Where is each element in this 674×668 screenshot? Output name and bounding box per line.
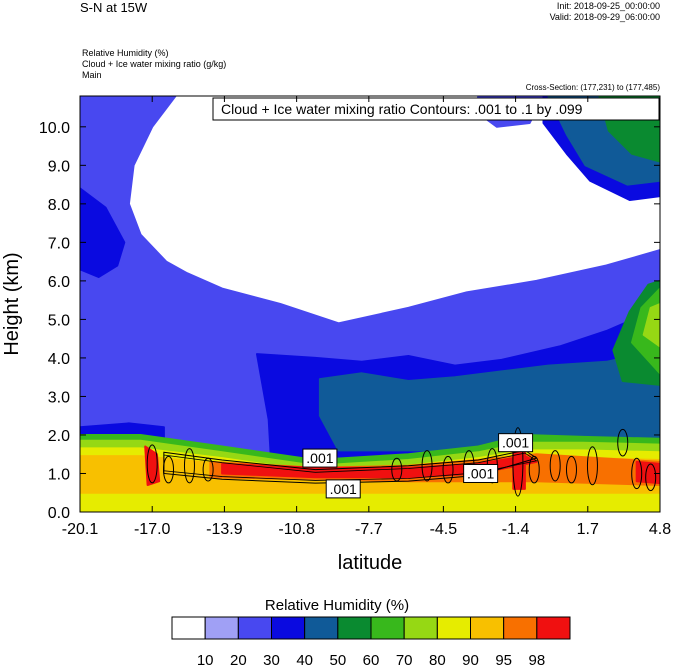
rh-region-30-2 [80, 187, 126, 278]
y-axis: 0.0 1.0 2.0 3.0 4.0 5.0 6.0 7.0 8.0 9.0 10.0 [39, 120, 660, 522]
x-tick-label: -17.0 [134, 521, 171, 538]
cloud-contours [146, 427, 657, 497]
plot-frame [79, 95, 661, 513]
labelbar-level: 95 [495, 652, 512, 668]
x-tick-label: -1.4 [502, 521, 530, 538]
y-tick-label: 5.0 [48, 312, 70, 329]
labelbar-level: 70 [396, 652, 413, 668]
labelbar-level: 30 [263, 652, 280, 668]
y-tick-label: 7.0 [48, 235, 70, 252]
contour-blob [586, 446, 598, 486]
labelbar-level: 40 [296, 652, 313, 668]
plot-title: S-N at 15W [80, 0, 148, 15]
contour-blob [391, 457, 403, 482]
rh-region-70-11 [642, 303, 660, 348]
contour-label: .001 [502, 435, 529, 451]
labelbar-title: Relative Humidity (%) [264, 597, 410, 614]
y-tick-label: 9.0 [48, 158, 70, 175]
contour-info-frame [212, 97, 660, 121]
labelbar-level: 50 [329, 652, 346, 668]
y-tick-label: 3.0 [48, 389, 70, 406]
contour-info-box: Cloud + Ice water mixing ratio Contours:… [212, 97, 660, 121]
contour-blob [442, 455, 454, 484]
x-tick-label: -7.7 [355, 521, 383, 538]
contour-blob [163, 455, 175, 484]
rh-region-40-6 [318, 349, 660, 452]
contour-label: .001 [467, 465, 494, 481]
y-tick-label: 10.0 [39, 120, 70, 137]
contour-label-box [463, 463, 499, 483]
labelbar-swatch [204, 616, 239, 640]
labelbar-level: 60 [363, 652, 380, 668]
x-axis-label: latitude [338, 552, 403, 574]
field-rh: Relative Humidity (%) [82, 48, 169, 58]
contour-blob [565, 455, 577, 484]
y-tick-label: 4.0 [48, 351, 70, 368]
contour-label-box [325, 479, 361, 499]
contour-label: .001 [306, 450, 333, 466]
labelbar-level: 20 [230, 652, 247, 668]
labelbar-swatch [370, 616, 405, 640]
labelbar-level: 90 [462, 652, 479, 668]
y-tick-label: 2.0 [48, 428, 70, 445]
time-info: Init: 2018-09-25_00:00:00 Valid: 2018-09… [550, 1, 660, 23]
contour-blob [202, 457, 214, 482]
contour-blob [645, 463, 657, 492]
contour-blob [146, 444, 158, 484]
init-time: Init: 2018-09-25_00:00:00 [556, 1, 660, 11]
field-cloud-ice: Cloud + Ice water mixing ratio (g/kg) [82, 59, 227, 69]
y-tick-label: 1.0 [48, 466, 70, 483]
x-tick-label: 1.7 [577, 521, 599, 538]
contour-label-box [498, 433, 534, 453]
y-tick-label: 6.0 [48, 274, 70, 291]
field-list: Relative Humidity (%) Cloud + Ice water … [82, 48, 226, 81]
labelbar-swatch [403, 616, 438, 640]
x-tick-label: -20.1 [62, 521, 99, 538]
contour-blob [512, 427, 524, 497]
labelbar-swatch [171, 616, 206, 640]
cross-section-info: Cross-Section: (177,231) to (177,485) [525, 83, 660, 92]
labelbar-swatch [337, 616, 372, 640]
labelbar-swatch [436, 616, 472, 640]
labelbar-level: 98 [528, 652, 545, 668]
labelbar-swatch [503, 616, 538, 640]
contour-label: .001 [330, 481, 357, 497]
contour-band-inner [163, 452, 538, 481]
contour-blob [183, 448, 195, 484]
labelbar-swatch [536, 616, 571, 640]
contour-label-box [302, 448, 338, 468]
contour-blob [631, 457, 643, 490]
x-tick-label: -10.8 [278, 521, 315, 538]
labelbar-swatch [271, 616, 306, 640]
contour-blob [617, 428, 629, 457]
x-tick-label: -4.5 [430, 521, 458, 538]
x-axis: -20.1 -17.0 -13.9 -10.8 -7.7 -4.5 -1.4 1.7 4.8 [62, 96, 671, 538]
contour-blob [528, 455, 540, 484]
contour-labels: .001 .001 .001 .001 [302, 433, 534, 499]
labelbar-swatch [304, 616, 339, 640]
y-tick-label: 0.0 [48, 505, 70, 522]
labelbar-level: 10 [197, 652, 214, 668]
labelbar: 10 20 30 40 50 60 70 80 90 95 98 [171, 616, 571, 668]
rh-region-98-17 [221, 455, 538, 479]
contour-info-text: Cloud + Ice water mixing ratio Contours:… [221, 101, 583, 117]
x-tick-label: 4.8 [649, 521, 671, 538]
contour-blob [549, 450, 561, 482]
labelbar-level: 80 [429, 652, 446, 668]
y-tick-label: 8.0 [48, 197, 70, 214]
x-tick-label: -13.9 [206, 521, 243, 538]
field-main: Main [82, 70, 102, 80]
valid-time: Valid: 2018-09-29_06:00:00 [549, 12, 660, 22]
contour-blob [421, 450, 433, 482]
labelbar-swatch [470, 616, 505, 640]
y-axis-label: Height (km) [1, 252, 23, 355]
labelbar-swatch [237, 616, 272, 640]
